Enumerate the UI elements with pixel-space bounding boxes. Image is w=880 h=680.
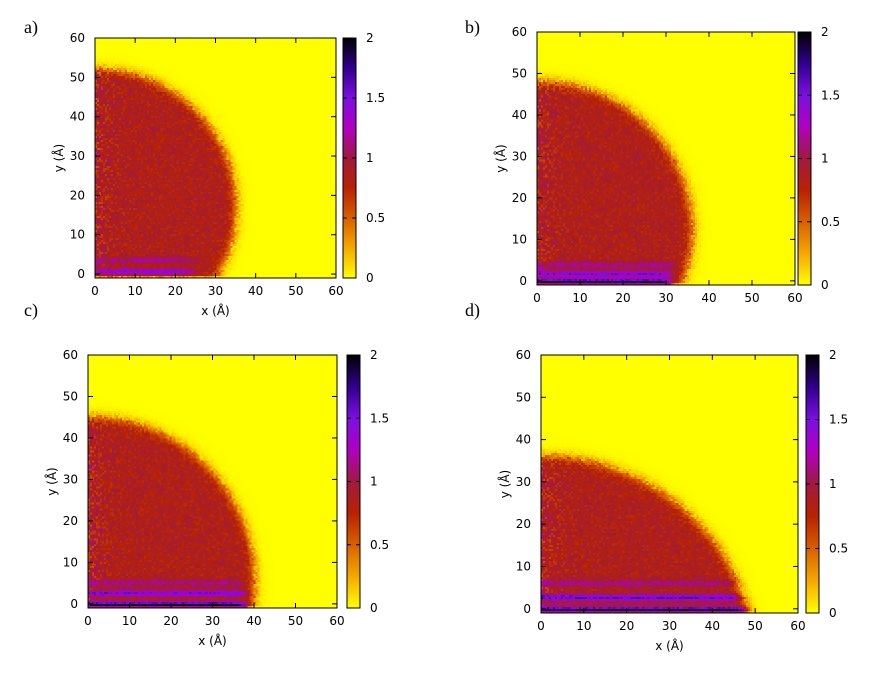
colorbar-tick-label: 1 xyxy=(366,151,374,165)
x-axis-label: x (Å) xyxy=(198,633,227,648)
x-tick-label: 10 xyxy=(572,291,587,305)
colorbar-tick-label: 1 xyxy=(821,152,829,166)
x-tick-label: 0 xyxy=(537,619,545,633)
colorbar-tick-label: 2 xyxy=(829,348,837,362)
colorbar-tick-label: 0.5 xyxy=(829,542,848,556)
x-tick-label: 20 xyxy=(619,619,634,633)
y-tick-label: 0 xyxy=(77,267,85,281)
density-map xyxy=(541,355,798,613)
colorbar-tick-label: 0 xyxy=(829,606,837,620)
colorbar-tick-label: 1.5 xyxy=(370,411,389,425)
colorbar-tick-label: 2 xyxy=(366,31,374,45)
x-tick-label: 60 xyxy=(787,291,802,305)
y-tick-label: 60 xyxy=(516,348,531,362)
x-tick-label: 0 xyxy=(91,284,99,298)
colorbar-tick-label: 1 xyxy=(370,475,378,489)
y-tick-label: 40 xyxy=(516,433,531,447)
y-tick-label: 40 xyxy=(70,110,85,124)
x-tick-label: 60 xyxy=(790,619,805,633)
colorbar-tick-label: 1 xyxy=(829,477,837,491)
x-tick-label: 60 xyxy=(329,614,344,628)
y-tick-label: 60 xyxy=(63,348,78,362)
x-tick-label: 50 xyxy=(288,284,303,298)
x-tick-label: 30 xyxy=(205,614,220,628)
y-axis-label: y (Å) xyxy=(51,144,66,173)
y-axis-label: y (Å) xyxy=(497,470,512,499)
y-tick-label: 0 xyxy=(519,274,527,288)
x-tick-label: 40 xyxy=(246,614,261,628)
x-axis-label: x (Å) xyxy=(655,638,684,653)
panel-a: a) 0 10 20 30 40 50 60 0 10 20 30 40 50 60 x (Å) y (Å) 0 0… xyxy=(24,17,385,318)
y-tick-label: 20 xyxy=(516,517,531,531)
y-tick-label: 20 xyxy=(512,191,527,205)
y-tick-label: 10 xyxy=(512,232,527,246)
panel-d: d) 0 10 20 30 40 50 60 0 10 20 30 40 50 60 x (Å) y (Å) 0 0… xyxy=(465,300,848,653)
panel-label: a) xyxy=(24,17,38,38)
density-map xyxy=(537,32,795,285)
x-tick-label: 10 xyxy=(576,619,591,633)
colorbar-tick-label: 1.5 xyxy=(829,413,848,427)
y-tick-label: 10 xyxy=(63,555,78,569)
y-tick-label: 0 xyxy=(70,597,78,611)
x-tick-label: 10 xyxy=(128,284,143,298)
y-tick-label: 30 xyxy=(70,149,85,163)
y-tick-label: 50 xyxy=(63,389,78,403)
panel-label: b) xyxy=(465,17,480,38)
x-tick-label: 50 xyxy=(288,614,303,628)
panel-label: c) xyxy=(24,300,38,321)
colorbar-tick-label: 0.5 xyxy=(370,538,389,552)
y-tick-label: 10 xyxy=(70,228,85,242)
x-tick-label: 0 xyxy=(84,614,92,628)
y-tick-label: 30 xyxy=(512,149,527,163)
x-axis-label: x (Å) xyxy=(201,303,230,318)
colorbar-tick-label: 0.5 xyxy=(821,215,840,229)
colorbar-tick-label: 1.5 xyxy=(821,88,840,102)
colorbar-tick-label: 0.5 xyxy=(366,211,385,225)
y-tick-label: 30 xyxy=(63,472,78,486)
x-tick-label: 60 xyxy=(328,284,343,298)
panel-label: d) xyxy=(465,300,480,321)
panel-b: b) 0 10 20 30 40 50 60 0 10 20 30 40 50 60 y (Å) 0 0.5 1 1.… xyxy=(465,17,840,305)
x-tick-label: 30 xyxy=(662,619,677,633)
y-axis-label: y (Å) xyxy=(44,467,59,496)
y-tick-label: 0 xyxy=(523,602,531,616)
y-tick-label: 20 xyxy=(63,514,78,528)
x-tick-label: 20 xyxy=(168,284,183,298)
x-tick-label: 20 xyxy=(615,291,630,305)
y-tick-label: 50 xyxy=(512,66,527,80)
colorbar-tick-label: 1.5 xyxy=(366,91,385,105)
panel-c: c) 0 10 20 30 40 50 60 0 10 20 30 40 50 60 x (Å) y (Å) 0 0… xyxy=(24,300,389,648)
x-tick-label: 20 xyxy=(163,614,178,628)
y-tick-label: 50 xyxy=(516,390,531,404)
x-tick-label: 30 xyxy=(208,284,223,298)
y-tick-label: 30 xyxy=(516,475,531,489)
colorbar-tick-label: 0 xyxy=(366,271,374,285)
y-tick-label: 60 xyxy=(512,25,527,39)
x-tick-label: 40 xyxy=(248,284,263,298)
x-tick-label: 40 xyxy=(701,291,716,305)
x-tick-label: 50 xyxy=(744,291,759,305)
y-tick-label: 40 xyxy=(512,108,527,122)
y-tick-label: 20 xyxy=(70,188,85,202)
colorbar-tick-label: 2 xyxy=(821,25,829,39)
density-map xyxy=(88,355,337,608)
x-tick-label: 10 xyxy=(122,614,137,628)
y-tick-label: 60 xyxy=(70,31,85,45)
x-tick-label: 40 xyxy=(705,619,720,633)
y-tick-label: 50 xyxy=(70,70,85,84)
colorbar-tick-label: 0 xyxy=(821,278,829,292)
density-map xyxy=(95,38,336,278)
y-axis-label: y (Å) xyxy=(493,144,508,173)
y-tick-label: 10 xyxy=(516,559,531,573)
colorbar-tick-label: 0 xyxy=(370,601,378,615)
x-tick-label: 0 xyxy=(533,291,541,305)
x-tick-label: 50 xyxy=(748,619,763,633)
x-tick-label: 30 xyxy=(658,291,673,305)
y-tick-label: 40 xyxy=(63,431,78,445)
colorbar-tick-label: 2 xyxy=(370,348,378,362)
